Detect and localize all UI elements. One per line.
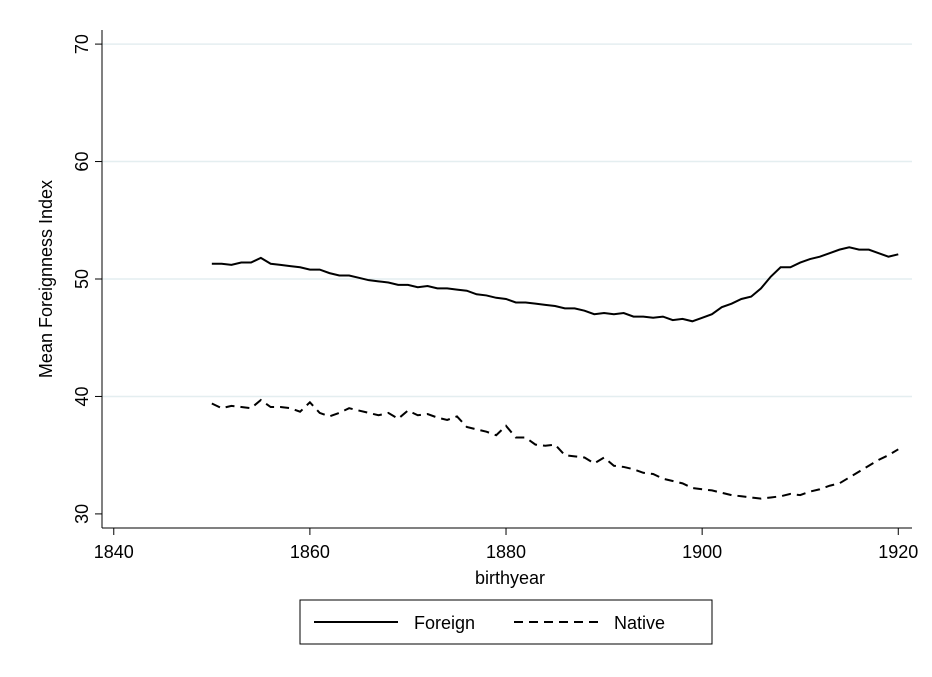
x-axis-label: birthyear [475, 568, 545, 588]
y-tick-label: 70 [72, 34, 92, 54]
y-axis-label: Mean Foreignness Index [36, 180, 56, 378]
x-tick-label: 1860 [290, 542, 330, 562]
y-tick-label: 50 [72, 269, 92, 289]
y-tick-label: 40 [72, 386, 92, 406]
y-tick-label: 30 [72, 504, 92, 524]
legend-label: Foreign [414, 613, 475, 633]
series-line [211, 398, 899, 500]
y-tick-label: 60 [72, 152, 92, 172]
x-tick-label: 1840 [94, 542, 134, 562]
x-tick-label: 1900 [682, 542, 722, 562]
x-tick-label: 1880 [486, 542, 526, 562]
legend-label: Native [614, 613, 665, 633]
x-tick-label: 1920 [878, 542, 918, 562]
series-line [211, 246, 899, 323]
